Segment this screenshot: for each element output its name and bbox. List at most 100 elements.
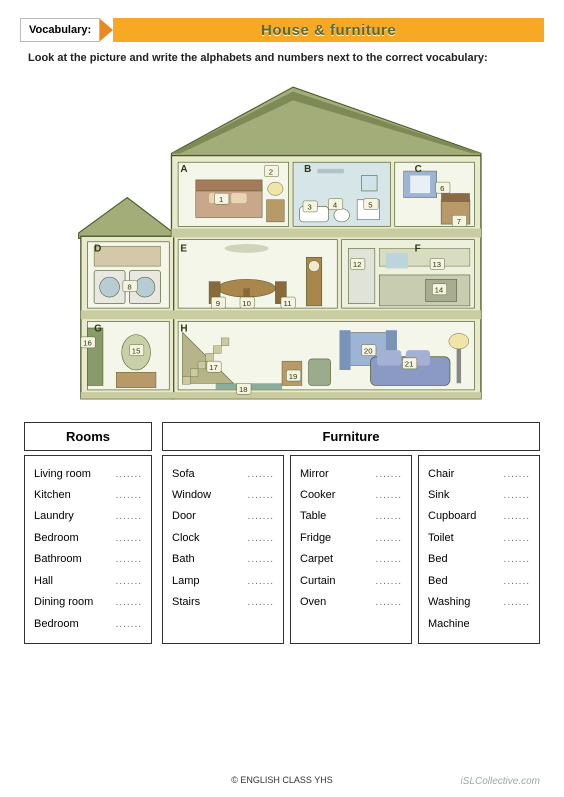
svg-text:21: 21 xyxy=(405,360,414,369)
furniture-group: Furniture Sofa.......Window.......Door..… xyxy=(162,422,540,645)
vocab-word: Lamp xyxy=(172,571,200,592)
vocab-word: Door xyxy=(172,506,196,527)
svg-text:5: 5 xyxy=(368,201,372,210)
answer-blank[interactable]: ....... xyxy=(116,507,142,527)
svg-text:17: 17 xyxy=(209,363,218,372)
vocab-row: Living room....... xyxy=(34,464,142,485)
answer-blank[interactable]: ....... xyxy=(248,465,274,485)
answer-blank[interactable]: ....... xyxy=(376,465,402,485)
answer-blank[interactable]: ....... xyxy=(504,550,530,570)
furniture-header: Furniture xyxy=(162,422,540,451)
rooms-group: Rooms Living room.......Kitchen.......La… xyxy=(24,422,152,645)
vocab-row: Bed....... xyxy=(428,549,530,570)
svg-text:18: 18 xyxy=(239,385,248,394)
answer-blank[interactable]: ....... xyxy=(116,465,142,485)
vocab-word: Bedroom xyxy=(34,614,79,635)
vocab-row: Chair....... xyxy=(428,464,530,485)
answer-blank[interactable]: ....... xyxy=(376,529,402,549)
vocab-row: Curtain....... xyxy=(300,571,402,592)
vocab-word: Stairs xyxy=(172,592,200,613)
arrow-icon xyxy=(99,18,113,42)
answer-blank[interactable]: ....... xyxy=(116,593,142,613)
svg-text:16: 16 xyxy=(83,339,92,348)
answer-blank[interactable]: ....... xyxy=(504,507,530,527)
answer-blank[interactable]: ....... xyxy=(376,507,402,527)
furniture-list-1: Sofa.......Window.......Door.......Clock… xyxy=(162,455,284,645)
vocab-row: Washing Machine....... xyxy=(428,592,530,635)
vocab-word: Cupboard xyxy=(428,506,476,527)
vocab-row: Bedroom....... xyxy=(34,528,142,549)
vocab-word: Clock xyxy=(172,528,200,549)
svg-text:11: 11 xyxy=(284,299,292,308)
vocab-word: Bed xyxy=(428,571,448,592)
answer-blank[interactable]: ....... xyxy=(116,529,142,549)
vocab-word: Oven xyxy=(300,592,326,613)
answer-blank[interactable]: ....... xyxy=(248,572,274,592)
answer-blank[interactable]: ....... xyxy=(248,550,274,570)
vocab-row: Cooker....... xyxy=(300,485,402,506)
answer-blank[interactable]: ....... xyxy=(504,529,530,549)
answer-blank[interactable]: ....... xyxy=(248,486,274,506)
vocab-word: Dining room xyxy=(34,592,93,613)
vocab-word: Washing Machine xyxy=(428,592,500,635)
rooms-header: Rooms xyxy=(24,422,152,451)
svg-text:C: C xyxy=(415,164,422,175)
svg-text:7: 7 xyxy=(457,217,461,226)
furniture-list-3: Chair.......Sink.......Cupboard.......To… xyxy=(418,455,540,645)
answer-blank[interactable]: ....... xyxy=(504,486,530,506)
answer-blank[interactable]: ....... xyxy=(116,572,142,592)
svg-text:20: 20 xyxy=(364,346,373,355)
house-svg: ABCDEFGH12345678910111213141516171819202… xyxy=(72,76,492,408)
svg-text:6: 6 xyxy=(440,184,444,193)
vocab-row: Hall....... xyxy=(34,571,142,592)
answer-blank[interactable]: ....... xyxy=(376,572,402,592)
vocab-word: Bath xyxy=(172,549,195,570)
svg-text:10: 10 xyxy=(242,299,251,308)
vocab-word: Bedroom xyxy=(34,528,79,549)
svg-text:H: H xyxy=(180,323,187,334)
svg-text:D: D xyxy=(94,244,101,255)
answer-blank[interactable]: ....... xyxy=(376,593,402,613)
vocab-word: Curtain xyxy=(300,571,335,592)
answer-blank[interactable]: ....... xyxy=(116,486,142,506)
vocab-label: Vocabulary: xyxy=(20,18,100,42)
answer-blank[interactable]: ....... xyxy=(504,465,530,485)
svg-text:B: B xyxy=(304,164,311,175)
answer-blank[interactable]: ....... xyxy=(248,593,274,613)
svg-text:G: G xyxy=(94,323,102,334)
svg-text:2: 2 xyxy=(269,167,273,176)
vocab-row: Bedroom....... xyxy=(34,614,142,635)
svg-text:14: 14 xyxy=(435,286,444,295)
answer-blank[interactable]: ....... xyxy=(248,529,274,549)
vocab-word: Sink xyxy=(428,485,449,506)
vocab-row: Mirror....... xyxy=(300,464,402,485)
answer-blank[interactable]: ....... xyxy=(504,572,530,592)
vocab-word: Table xyxy=(300,506,326,527)
svg-text:8: 8 xyxy=(127,282,131,291)
answer-blank[interactable]: ....... xyxy=(116,550,142,570)
vocab-row: Sofa....... xyxy=(172,464,274,485)
vocab-word: Toilet xyxy=(428,528,454,549)
vocab-row: Table....... xyxy=(300,506,402,527)
svg-text:9: 9 xyxy=(216,299,220,308)
header: Vocabulary: House & furniture xyxy=(20,18,544,42)
svg-text:F: F xyxy=(415,244,421,255)
footer-source: iSLCollective.com xyxy=(461,776,540,787)
answer-blank[interactable]: ....... xyxy=(504,593,530,613)
vocab-row: Cupboard....... xyxy=(428,506,530,527)
vocab-word: Hall xyxy=(34,571,53,592)
vocab-row: Window....... xyxy=(172,485,274,506)
answer-blank[interactable]: ....... xyxy=(248,507,274,527)
answer-blank[interactable]: ....... xyxy=(376,550,402,570)
vocab-word: Living room xyxy=(34,464,91,485)
svg-text:19: 19 xyxy=(289,372,298,381)
answer-blank[interactable]: ....... xyxy=(376,486,402,506)
vocab-word: Bathroom xyxy=(34,549,82,570)
svg-text:A: A xyxy=(180,164,187,175)
vocab-word: Carpet xyxy=(300,549,333,570)
vocab-row: Lamp....... xyxy=(172,571,274,592)
vocab-row: Door....... xyxy=(172,506,274,527)
svg-text:1: 1 xyxy=(219,195,223,204)
vocab-word: Mirror xyxy=(300,464,329,485)
answer-blank[interactable]: ....... xyxy=(116,615,142,635)
